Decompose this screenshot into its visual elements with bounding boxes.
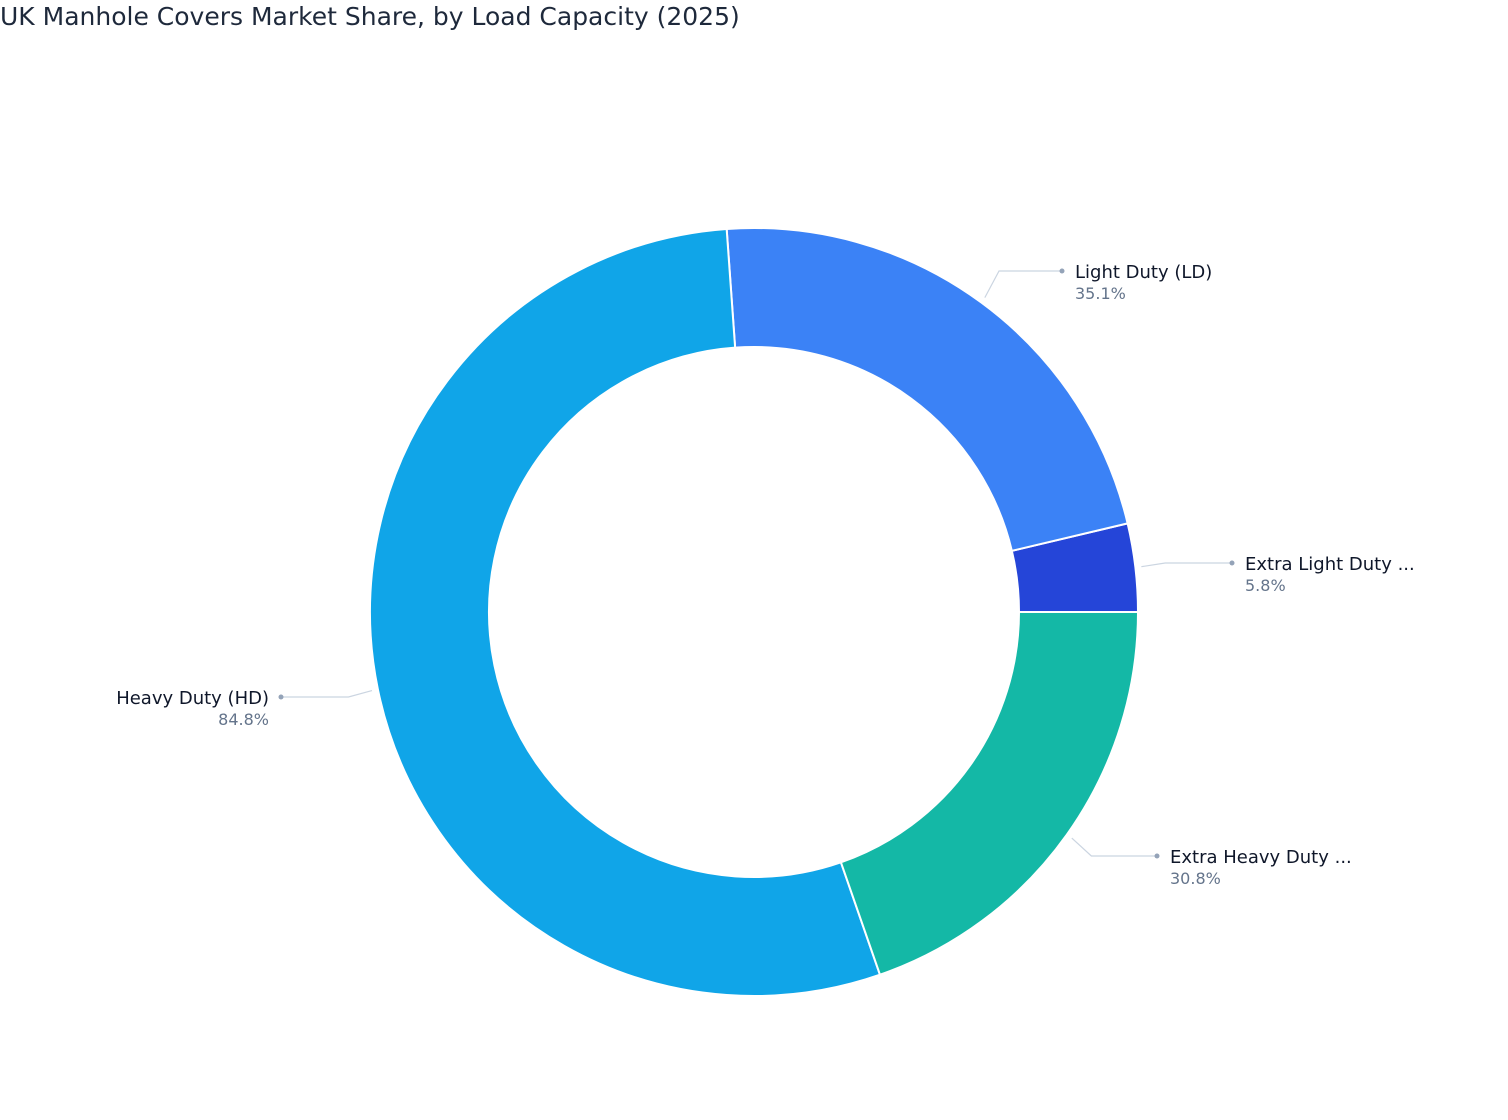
slice-label: Extra Light Duty ... (1245, 554, 1415, 575)
slice-value-label: 30.8% (1170, 869, 1221, 888)
leader-dot (1154, 853, 1160, 859)
donut-slice[interactable] (369, 227, 882, 997)
leader-line (984, 270, 1062, 298)
slice-label: Light Duty (LD) (1075, 262, 1212, 283)
leader-line (1141, 562, 1232, 568)
slice-value-label: 5.8% (1245, 576, 1286, 595)
slice-value-label: 84.8% (218, 710, 269, 729)
slice-label: Heavy Duty (HD) (116, 688, 269, 709)
leader-line (281, 689, 373, 698)
chart-title: UK Manhole Covers Market Share, by Load … (0, 2, 740, 31)
leader-dot (1229, 560, 1235, 566)
slice-label: Extra Heavy Duty ... (1170, 847, 1352, 868)
leader-dot (278, 694, 284, 700)
donut-slice[interactable] (839, 611, 1140, 977)
slice-value-label: 35.1% (1075, 284, 1126, 303)
leader-line (1071, 837, 1157, 857)
leader-dot (1059, 268, 1065, 274)
donut-slice[interactable] (725, 227, 1129, 553)
